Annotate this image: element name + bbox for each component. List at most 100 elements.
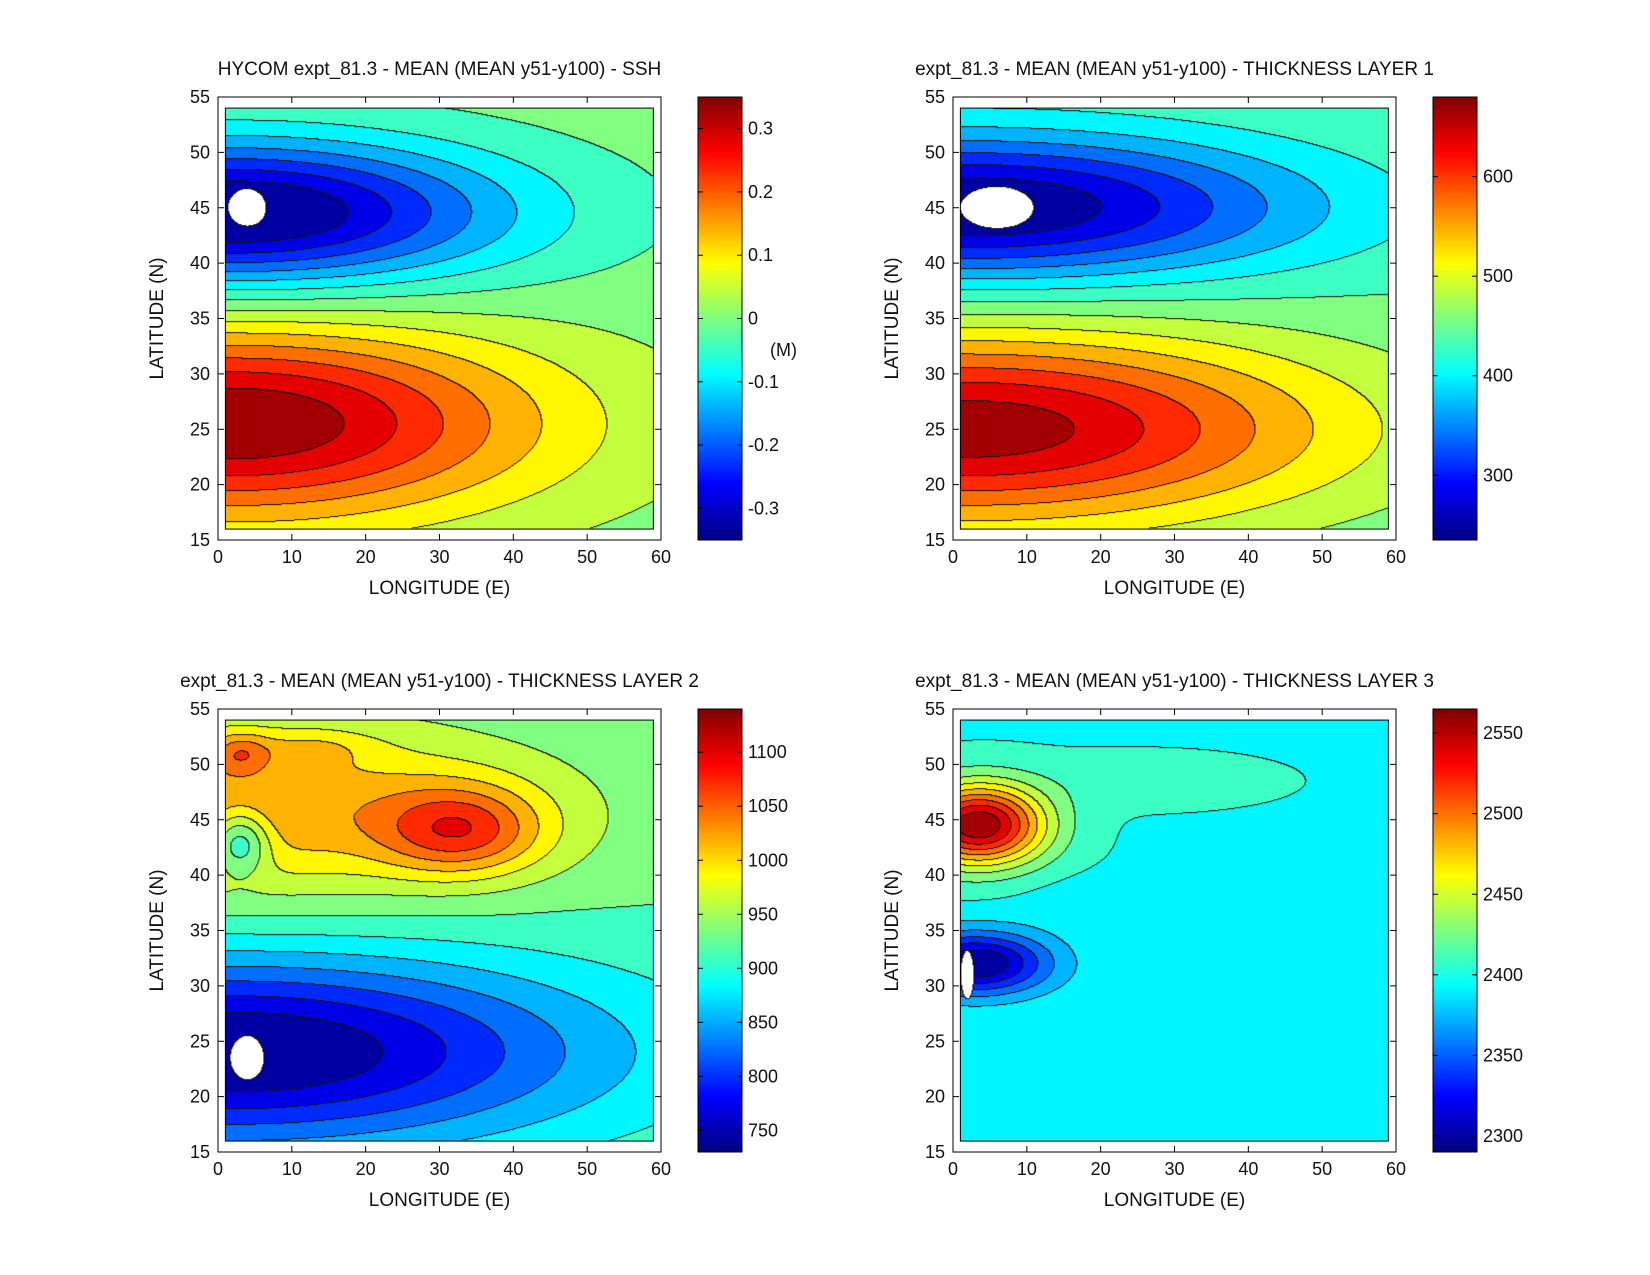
y-tick-label: 30 [190,364,210,384]
x-axis-label: LONGITUDE (E) [1104,578,1245,599]
x-tick-label: 30 [429,1159,449,1179]
contour-field [960,720,1389,1142]
colorbar-gradient [1433,97,1477,540]
y-tick-label: 15 [190,530,210,550]
colorbar-tick-label: 500 [1483,266,1513,286]
y-tick-label: 55 [190,699,210,719]
y-tick-label: 55 [925,699,945,719]
y-tick-label: 25 [190,1031,210,1051]
y-tick-label: 55 [190,87,210,107]
panel-2: expt_81.3 - MEAN (MEAN y51-y100) - THICK… [882,59,1513,599]
y-tick-label: 15 [190,1142,210,1162]
colorbar-gradient [698,709,742,1152]
colorbar-tick-label: -0.2 [748,435,779,455]
colorbar-tick-label: 850 [748,1012,778,1032]
y-tick-label: 45 [190,810,210,830]
y-tick-label: 40 [925,865,945,885]
x-tick-label: 60 [1386,547,1406,567]
colorbar-unit-label: (M) [770,340,797,360]
y-axis-label: LATITUDE (N) [882,257,903,379]
y-tick-label: 20 [925,1087,945,1107]
colorbar-frame [1432,708,1478,1153]
y-tick-label: 20 [925,475,945,495]
x-tick-label: 50 [577,547,597,567]
colorbar-tick-label: -0.3 [748,498,779,518]
x-tick-label: 10 [282,547,302,567]
y-tick-label: 20 [190,1087,210,1107]
x-tick-label: 10 [1017,547,1037,567]
y-axis-label: LATITUDE (N) [147,257,168,379]
x-tick-label: 0 [948,1159,958,1179]
colorbar-tick-label: 300 [1483,465,1513,485]
y-axis-label: LATITUDE (N) [882,869,903,991]
x-axis-label: LONGITUDE (E) [1104,1190,1245,1211]
y-tick-label: 25 [925,419,945,439]
x-tick-label: 40 [503,1159,523,1179]
y-axis-label: LATITUDE (N) [147,869,168,991]
y-tick-label: 45 [925,198,945,218]
x-tick-label: 50 [1312,1159,1332,1179]
x-tick-label: 30 [429,547,449,567]
y-tick-label: 35 [190,309,210,329]
x-tick-label: 60 [1386,1159,1406,1179]
y-tick-label: 25 [925,1031,945,1051]
y-tick-label: 30 [925,364,945,384]
x-tick-label: 50 [1312,547,1332,567]
y-tick-label: 40 [190,865,210,885]
panel-3: expt_81.3 - MEAN (MEAN y51-y100) - THICK… [147,671,788,1211]
colorbar-tick-label: 0.1 [748,245,773,265]
colorbar-tick-label: 800 [748,1066,778,1086]
y-tick-label: 40 [190,253,210,273]
y-tick-label: 30 [925,976,945,996]
panel-title: expt_81.3 - MEAN (MEAN y51-y100) - THICK… [915,59,1434,80]
colorbar-tick-label: 2500 [1483,804,1523,824]
y-tick-label: 30 [190,976,210,996]
colorbar-tick-label: 2300 [1483,1126,1523,1146]
colorbar-tick-label: 0.2 [748,182,773,202]
y-tick-label: 20 [190,475,210,495]
panel-4: expt_81.3 - MEAN (MEAN y51-y100) - THICK… [882,671,1523,1211]
x-tick-label: 40 [1238,1159,1258,1179]
y-tick-label: 50 [190,142,210,162]
colorbar-frame [1432,96,1478,541]
x-tick-label: 30 [1164,547,1184,567]
colorbar-tick-label: 1050 [748,796,788,816]
panel-title: HYCOM expt_81.3 - MEAN (MEAN y51-y100) -… [218,59,661,80]
colorbar-gradient [1433,709,1477,1152]
y-tick-label: 50 [925,142,945,162]
x-tick-label: 0 [213,1159,223,1179]
panel-title: expt_81.3 - MEAN (MEAN y51-y100) - THICK… [915,671,1434,692]
colorbar-tick-label: 900 [748,958,778,978]
y-tick-label: 25 [190,419,210,439]
colorbar-tick-label: 2550 [1483,723,1523,743]
colorbar-gradient [698,97,742,540]
x-tick-label: 40 [1238,547,1258,567]
x-tick-label: 20 [1091,547,1111,567]
colorbar-tick-label: 750 [748,1120,778,1140]
colorbar-tick-label: 950 [748,904,778,924]
y-tick-label: 35 [190,921,210,941]
x-axis-label: LONGITUDE (E) [369,578,510,599]
x-tick-label: 20 [1091,1159,1111,1179]
colorbar-tick-label: 0 [748,309,758,329]
y-tick-label: 35 [925,309,945,329]
y-tick-label: 15 [925,1142,945,1162]
colorbar-tick-label: 400 [1483,366,1513,386]
colorbar-tick-label: 1100 [748,742,787,762]
colorbar-tick-label: 600 [1483,167,1513,187]
colorbar-frame [697,708,743,1153]
x-tick-label: 0 [948,547,958,567]
y-tick-label: 15 [925,530,945,550]
colorbar-tick-label: 0.3 [748,119,773,139]
y-tick-label: 55 [925,87,945,107]
colorbar-tick-label: 2450 [1483,884,1523,904]
x-tick-label: 60 [651,1159,671,1179]
y-tick-label: 50 [925,754,945,774]
x-tick-label: 50 [577,1159,597,1179]
data-boundary [224,719,654,1142]
x-tick-label: 30 [1164,1159,1184,1179]
data-boundary [224,107,654,530]
colorbar-tick-label: 2350 [1483,1045,1523,1065]
y-tick-label: 45 [190,198,210,218]
